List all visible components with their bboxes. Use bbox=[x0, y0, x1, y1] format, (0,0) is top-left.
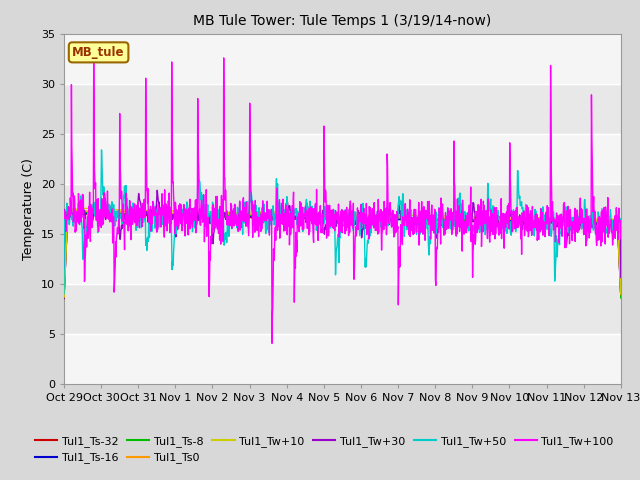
Y-axis label: Temperature (C): Temperature (C) bbox=[22, 158, 35, 260]
Bar bbox=[64, 234, 621, 284]
Bar bbox=[64, 134, 621, 184]
Legend: Tul1_Ts-32, Tul1_Ts-16, Tul1_Ts-8, Tul1_Ts0, Tul1_Tw+10, Tul1_Tw+30, Tul1_Tw+50,: Tul1_Ts-32, Tul1_Ts-16, Tul1_Ts-8, Tul1_… bbox=[31, 432, 618, 468]
Text: MB_tule: MB_tule bbox=[72, 46, 125, 59]
Bar bbox=[64, 334, 621, 384]
Bar bbox=[64, 34, 621, 84]
Title: MB Tule Tower: Tule Temps 1 (3/19/14-now): MB Tule Tower: Tule Temps 1 (3/19/14-now… bbox=[193, 14, 492, 28]
